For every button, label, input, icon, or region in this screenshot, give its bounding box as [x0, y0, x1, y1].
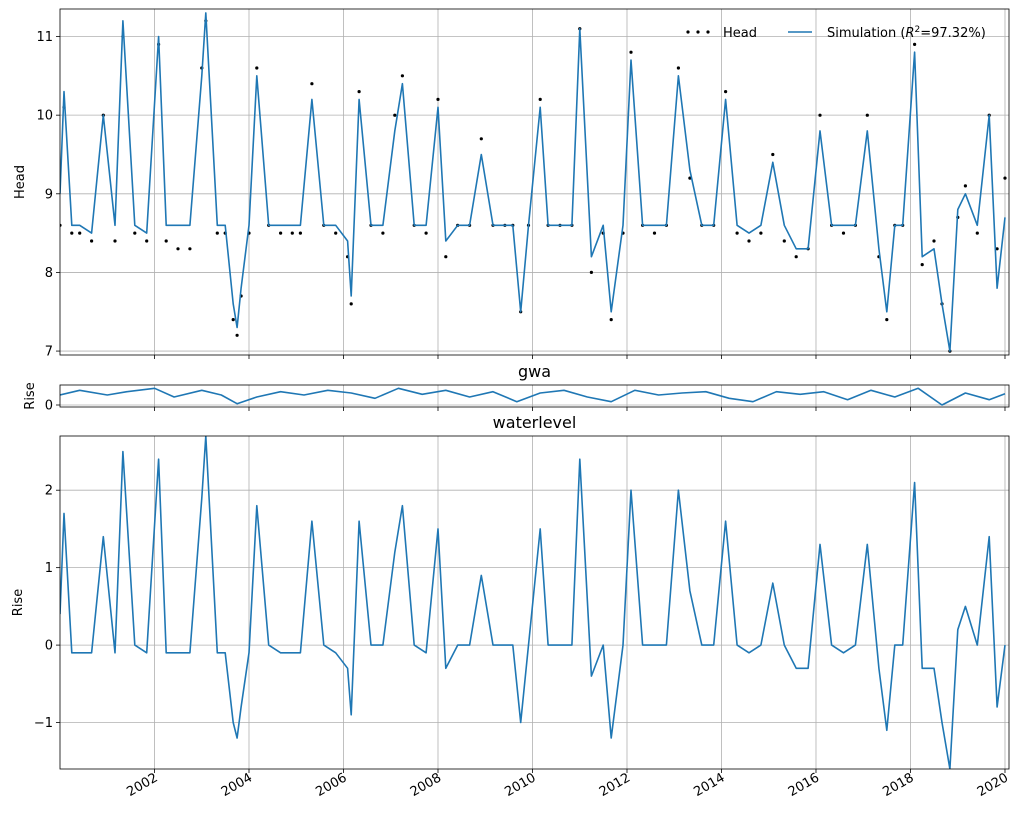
gwa-ytick-label: 0 [45, 399, 53, 414]
head-ytick-label: 9 [45, 187, 53, 202]
legend-simulation-r: R [905, 26, 914, 41]
head-ytick-label: 8 [45, 266, 53, 281]
xtick-label: 2004 [219, 770, 255, 800]
waterlevel-ytick-label: 2 [45, 484, 53, 499]
head-point [629, 50, 633, 54]
waterlevel-ytick-label: 1 [45, 561, 53, 576]
head-point [310, 82, 314, 86]
head-point [963, 184, 968, 188]
legend-simulation-label: Simulation (R2=97.32%) [827, 25, 986, 41]
head-ytick-label: 7 [45, 345, 53, 360]
head-point [334, 231, 338, 235]
head-point [393, 113, 397, 117]
head-point [444, 255, 448, 259]
head-point [1003, 176, 1007, 180]
gwa-panel: 0 Rise gwa [23, 362, 1010, 414]
head-point [841, 231, 846, 235]
head-point [865, 113, 869, 117]
head-ytick-label: 10 [36, 109, 53, 124]
head-point [70, 231, 74, 235]
head-point [735, 231, 739, 235]
legend-head-marker [686, 30, 690, 34]
legend-head-label: Head [723, 26, 757, 41]
gwa-title: gwa [518, 362, 551, 381]
head-point [818, 113, 822, 117]
head-point [188, 247, 192, 251]
head-point [676, 66, 681, 70]
waterlevel-ytick-label: −1 [34, 716, 53, 731]
head-point [231, 318, 235, 322]
head-point [975, 231, 979, 235]
head-point [78, 231, 82, 235]
head-point [436, 97, 440, 101]
waterlevel-plot-area [60, 436, 1006, 769]
legend-head-marker [696, 30, 700, 34]
head-point [381, 231, 385, 235]
xtick-label: 2006 [313, 770, 349, 800]
head-series-line-1 [60, 12, 1006, 352]
head-point [215, 231, 219, 235]
head-point [479, 137, 483, 141]
head-point [995, 247, 999, 251]
legend-head-marker [706, 30, 710, 34]
waterlevel-title: waterlevel [493, 413, 577, 432]
head-point [652, 231, 657, 235]
head-point [932, 239, 936, 243]
head-point [290, 231, 294, 235]
xtick-label: 2014 [691, 770, 727, 800]
gwa-plot-area [60, 387, 1006, 406]
head-point [759, 231, 763, 235]
gwa-ylabel: Rise [23, 382, 38, 409]
head-point [794, 255, 798, 259]
head-ylabel: Head [13, 165, 28, 199]
head-plot-area [60, 12, 1007, 353]
gwa-series-line-0 [60, 387, 1006, 406]
legend-simulation-sup: 2 [915, 25, 921, 35]
waterlevel-ytick-label: 0 [45, 639, 53, 654]
head-point [747, 239, 751, 243]
xtick-label: 2012 [597, 770, 633, 800]
head-point [164, 239, 168, 243]
head-point [589, 270, 594, 274]
head-point [400, 74, 404, 78]
head-point [113, 239, 117, 243]
head-point [90, 239, 94, 243]
xtick-label: 2018 [880, 770, 916, 800]
head-point [724, 90, 728, 94]
waterlevel-panel: −1 0 1 2 Rise waterlevel 2002 2004 2006 2008 2010 2… [11, 413, 1011, 800]
legend-simulation-suffix: =97.32%) [920, 26, 986, 41]
head-axes-frame [59, 8, 1010, 356]
waterlevel-ylabel: Rise [11, 589, 26, 616]
waterlevel-axes-frame [59, 435, 1010, 770]
head-point [782, 239, 786, 243]
head-point [771, 152, 775, 157]
head-point [298, 231, 302, 235]
head-point [357, 90, 361, 94]
gwa-axes-frame [59, 384, 1010, 408]
head-point [349, 302, 353, 306]
head-point [176, 247, 180, 251]
xtick-label: 2016 [786, 770, 822, 800]
head-ytick-label: 11 [36, 30, 53, 45]
xtick-label: 2008 [408, 770, 444, 800]
waterlevel-series-line-0 [60, 436, 1006, 769]
head-point [424, 231, 428, 235]
head-point [538, 97, 542, 101]
head-point [885, 318, 889, 322]
head-point [279, 231, 283, 235]
xtick-label: 2020 [975, 770, 1011, 800]
head-point [920, 263, 924, 267]
head-point [145, 239, 149, 243]
legend-simulation-prefix: Simulation ( [827, 26, 905, 41]
xtick-label: 2002 [124, 770, 160, 800]
head-point [133, 231, 137, 235]
legend: Head Simulation (R2=97.32%) [686, 25, 986, 41]
xtick-label: 2010 [502, 770, 538, 800]
head-point [255, 66, 259, 70]
head-point [609, 318, 613, 322]
head-point [235, 333, 239, 337]
head-point [913, 42, 917, 47]
head-panel: 7 8 9 10 11 Head Head Simulation (R2=97.32%) [13, 8, 1010, 360]
